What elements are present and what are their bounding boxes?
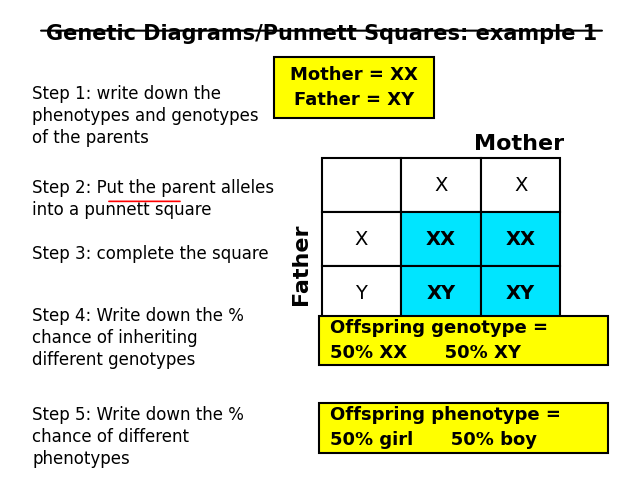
FancyBboxPatch shape (275, 56, 433, 118)
Text: Step 5: Write down the %
chance of different
phenotypes: Step 5: Write down the % chance of diffe… (32, 405, 244, 468)
Text: Step 2: Put the parent alleles
into a punnett square: Step 2: Put the parent alleles into a pu… (32, 179, 275, 219)
FancyBboxPatch shape (318, 403, 608, 453)
Text: XX: XX (505, 230, 536, 249)
FancyBboxPatch shape (401, 267, 481, 321)
Text: Step 3: complete the square: Step 3: complete the square (32, 245, 269, 263)
FancyBboxPatch shape (481, 212, 561, 267)
Text: Genetic Diagrams/Punnett Squares: example 1: Genetic Diagrams/Punnett Squares: exampl… (46, 24, 597, 43)
FancyBboxPatch shape (322, 158, 401, 212)
FancyBboxPatch shape (481, 267, 561, 321)
FancyBboxPatch shape (481, 158, 561, 212)
Text: Y: Y (356, 284, 367, 303)
Text: Mother = XX
Father = XY: Mother = XX Father = XY (290, 66, 418, 109)
Text: X: X (434, 175, 448, 195)
FancyBboxPatch shape (322, 267, 401, 321)
Text: Offspring genotype =
50% XX      50% XY: Offspring genotype = 50% XX 50% XY (331, 319, 548, 362)
Text: Father: Father (291, 223, 311, 305)
Text: Step 4: Write down the %
chance of inheriting
different genotypes: Step 4: Write down the % chance of inher… (32, 307, 244, 369)
FancyBboxPatch shape (401, 158, 481, 212)
Text: XX: XX (426, 230, 456, 249)
FancyBboxPatch shape (318, 316, 608, 365)
Text: X: X (514, 175, 527, 195)
Text: XY: XY (426, 284, 455, 303)
Text: X: X (355, 230, 368, 249)
Text: Step 1: write down the
phenotypes and genotypes
of the parents: Step 1: write down the phenotypes and ge… (32, 85, 259, 147)
Text: Offspring phenotype =
50% girl      50% boy: Offspring phenotype = 50% girl 50% boy (331, 406, 561, 449)
FancyBboxPatch shape (401, 212, 481, 267)
Text: XY: XY (506, 284, 535, 303)
Text: Mother: Mother (474, 134, 565, 154)
FancyBboxPatch shape (322, 212, 401, 267)
